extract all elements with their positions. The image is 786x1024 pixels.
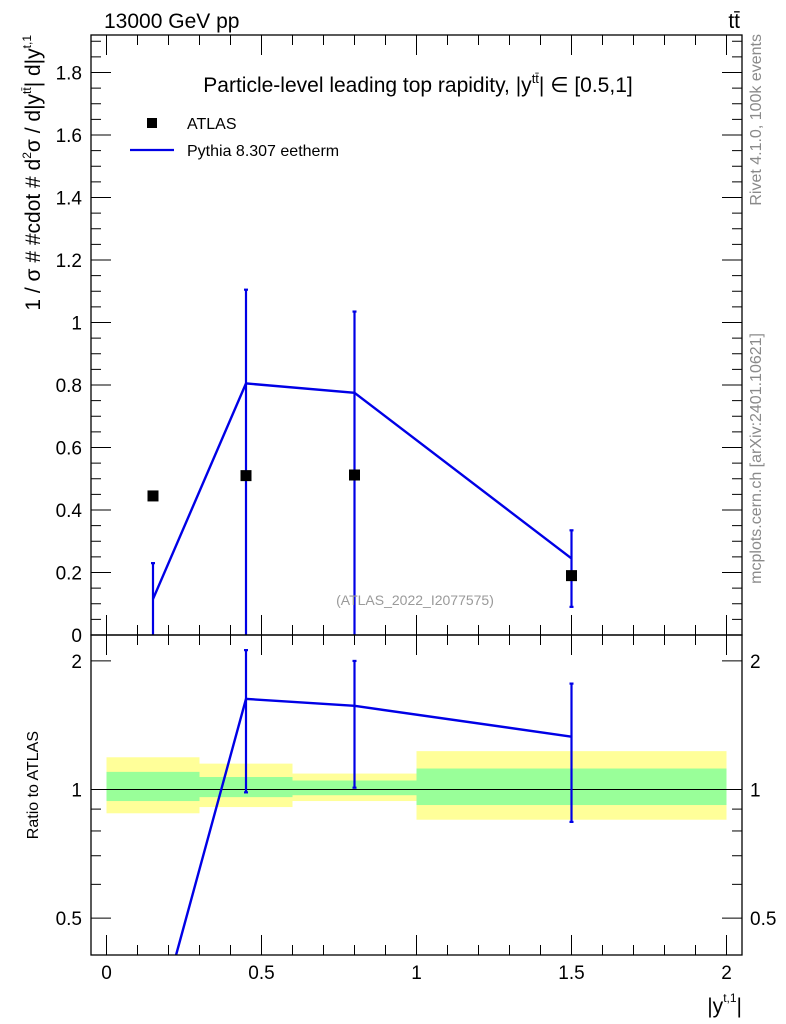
ratio-y-axis-label: Ratio to ATLAS	[25, 731, 42, 839]
ratio-series	[174, 649, 574, 956]
ratio-panel-y-tick-labels: 0.5 0.5 1 1 2 2	[56, 652, 777, 930]
y-tick-label: 1.2	[56, 251, 82, 272]
y-tick-label: 1.4	[56, 189, 83, 210]
main-panel-y-tick-labels: 0 0.2 0.4 0.6 0.8 1 1.2 1.4 1.6 1.8	[56, 64, 83, 648]
ratio-panel-frame	[90, 634, 743, 956]
y-tick-label: 1	[71, 314, 82, 335]
legend-mc-label: Pythia 8.307 eetherm	[187, 143, 339, 160]
x-tick-label: 1	[411, 963, 422, 984]
y-tick-label: 1.6	[56, 126, 82, 147]
process-label: tt̄	[728, 10, 740, 33]
data-point	[349, 469, 360, 481]
ratio-panel: 0.5 0.5 1 1 2 2 0 0.5 1 1.5 2 Ratio to ATLAS |yt,…	[25, 634, 777, 1018]
x-axis-label: |yt,1|	[707, 991, 742, 1018]
ratio-y-tick-label-left: 1	[71, 781, 82, 802]
y-tick-label: 0	[71, 626, 82, 647]
mc-line	[151, 382, 573, 600]
legend-data-label: ATLAS	[187, 116, 237, 133]
ratio-panel-ticks	[91, 635, 742, 955]
ratio-band-inner	[106, 771, 200, 802]
y-tick-label: 0.2	[56, 564, 82, 585]
ratio-y-tick-label-left: 0.5	[56, 909, 82, 930]
main-panel: 0 0.2 0.4 0.6 0.8 1 1.2 1.4 1.6 1.8 Particle-leve…	[20, 34, 743, 648]
main-y-axis-label: 1 / σ # #cdot # d2σ / d|ytt̄| d|yt,1	[20, 35, 45, 311]
main-panel-ticks	[91, 35, 742, 636]
watermark-label: (ATLAS_2022_I2077575)	[336, 592, 494, 608]
y-tick-label: 1.8	[56, 64, 82, 85]
ratio-mc-line	[174, 697, 572, 956]
y-tick-label: 0.8	[56, 376, 82, 397]
legend-data-marker	[147, 118, 157, 128]
legend: ATLAS Pythia 8.307 eetherm	[130, 116, 339, 160]
data-point	[240, 470, 252, 482]
x-tick-label: 2	[721, 963, 732, 984]
y-tick-label: 0.6	[56, 439, 82, 460]
energy-label: 13000 GeV pp	[104, 10, 239, 33]
plot-title: Particle-level leading top rapidity, |yt…	[203, 71, 632, 97]
x-tick-label: 0	[101, 963, 112, 984]
data-point	[147, 490, 159, 502]
rivet-label: Rivet 4.1.0, 100k events	[748, 34, 765, 206]
mcplots-label: mcplots.cern.ch [arXiv:2401.10621]	[748, 333, 765, 584]
ratio-y-tick-label-right: 2	[750, 652, 761, 673]
ratio-y-tick-label-right: 1	[750, 781, 761, 802]
main-panel-series	[147, 288, 577, 635]
ratio-y-tick-label-left: 2	[71, 652, 82, 673]
x-tick-labels: 0 0.5 1 1.5 2	[101, 963, 732, 984]
ratio-bands	[106, 751, 727, 820]
y-tick-label: 0.4	[56, 501, 83, 522]
data-point	[566, 570, 577, 582]
ratio-y-tick-label-right: 0.5	[750, 909, 776, 930]
x-tick-label: 0.5	[248, 963, 274, 984]
x-tick-label: 1.5	[558, 963, 584, 984]
